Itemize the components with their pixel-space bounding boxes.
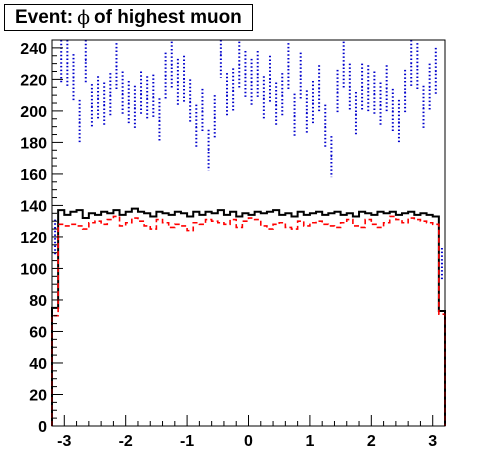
series-layer <box>51 40 446 426</box>
y-tick-label: 20 <box>29 387 47 404</box>
x-tick-label: 1 <box>305 433 314 450</box>
histogram-line-dashed <box>51 215 446 426</box>
y-tick-label: 240 <box>20 41 47 58</box>
x-tick-label: -1 <box>180 433 194 450</box>
axes-layer: 0 20 40 60 80 100 120 140 160 180 200 220 240 -3 -2 -1 0… <box>20 39 446 450</box>
error-bar-series <box>54 40 443 280</box>
y-tick-label: 180 <box>20 135 47 152</box>
chart-title-phi-symbol: ϕ <box>77 6 91 29</box>
x-tick-label: -3 <box>57 433 71 450</box>
chart-title: Event: ϕ of highest muon <box>4 4 253 31</box>
histogram-line-solid <box>51 207 446 426</box>
x-tick-label: 0 <box>244 433 253 450</box>
chart-title-suffix: of highest muon <box>94 6 242 28</box>
y-tick-label: 200 <box>20 104 47 121</box>
chart-title-prefix: Event: <box>15 6 74 28</box>
y-tick-label: 100 <box>20 261 47 278</box>
x-tick-label: 3 <box>428 433 437 450</box>
y-tick-label: 120 <box>20 230 47 247</box>
y-tick-label: 160 <box>20 167 47 184</box>
plot-frame <box>51 39 446 427</box>
x-tick-label: -2 <box>119 433 133 450</box>
y-tick-label: 60 <box>29 324 47 341</box>
y-tick-label: 0 <box>38 419 47 436</box>
x-tick-label: 2 <box>367 433 376 450</box>
y-tick-label: 80 <box>29 293 47 310</box>
y-tick-label: 40 <box>29 356 47 373</box>
y-tick-label: 140 <box>20 198 47 215</box>
y-tick-label: 220 <box>20 72 47 89</box>
